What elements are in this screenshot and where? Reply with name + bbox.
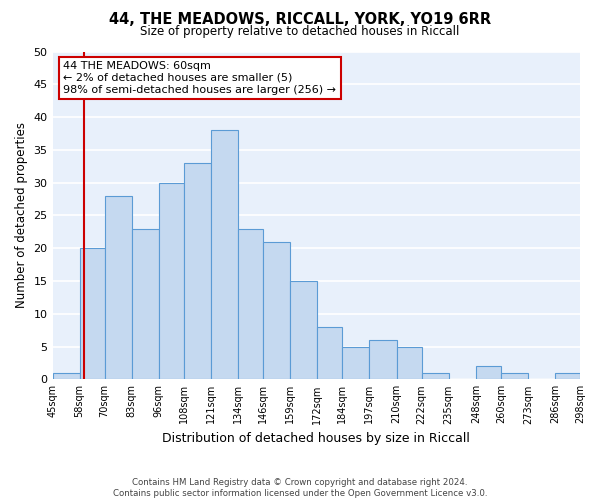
Text: 44, THE MEADOWS, RICCALL, YORK, YO19 6RR: 44, THE MEADOWS, RICCALL, YORK, YO19 6RR [109,12,491,28]
Bar [422,372,449,380]
Text: Size of property relative to detached houses in Riccall: Size of property relative to detached ho… [140,25,460,38]
Bar [53,372,80,380]
Y-axis label: Number of detached properties: Number of detached properties [15,122,28,308]
Bar [290,281,317,380]
Bar [397,346,422,380]
Bar [104,196,132,380]
Bar [80,248,104,380]
Bar [343,346,370,380]
Bar [159,182,184,380]
Bar [132,228,159,380]
Bar [555,372,580,380]
Bar [476,366,501,380]
Bar [317,327,343,380]
Bar [238,228,263,380]
Bar [184,163,211,380]
Text: Contains HM Land Registry data © Crown copyright and database right 2024.
Contai: Contains HM Land Registry data © Crown c… [113,478,487,498]
Text: 44 THE MEADOWS: 60sqm
← 2% of detached houses are smaller (5)
98% of semi-detach: 44 THE MEADOWS: 60sqm ← 2% of detached h… [63,62,336,94]
X-axis label: Distribution of detached houses by size in Riccall: Distribution of detached houses by size … [163,432,470,445]
Bar [263,242,290,380]
Bar [211,130,238,380]
Bar [501,372,528,380]
Bar [370,340,397,380]
